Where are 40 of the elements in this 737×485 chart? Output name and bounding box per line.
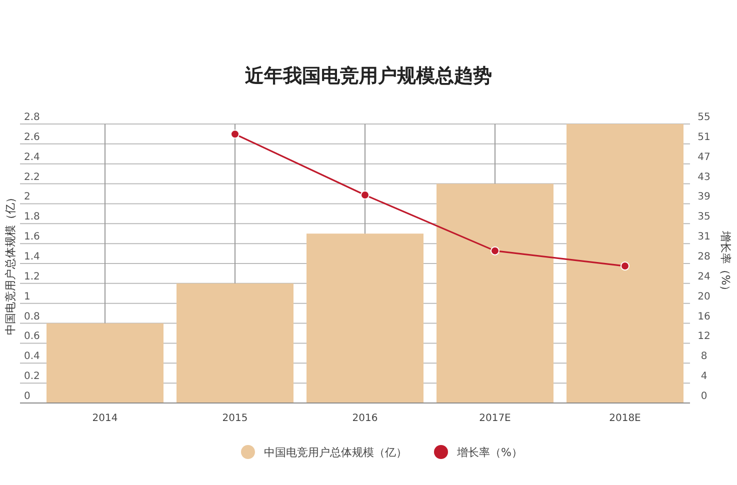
chart-title: 近年我国电竞用户规模总趋势 bbox=[244, 65, 492, 87]
y2-tick-label: 8 bbox=[700, 351, 708, 362]
y2-tick-label: 16 bbox=[698, 311, 710, 322]
y2-tick-label: 12 bbox=[698, 331, 710, 342]
y-tick-label: 2.8 bbox=[24, 112, 40, 123]
x-tick-label: 2016 bbox=[352, 413, 378, 424]
y-tick-label: 1.6 bbox=[24, 232, 40, 243]
x-tick-label: 2017E bbox=[479, 413, 511, 424]
y2-axis-title: 增长率（%） bbox=[719, 230, 732, 296]
y2-tick-label: 31 bbox=[698, 232, 710, 243]
y-tick-label: 0.6 bbox=[24, 331, 40, 342]
y-tick-label: 0.8 bbox=[24, 311, 40, 322]
y2-tick-label: 47 bbox=[698, 152, 710, 163]
y-tick-label: 2 bbox=[24, 192, 30, 203]
y2-tick-label: 20 bbox=[698, 291, 710, 302]
legend-label: 增长率（%） bbox=[456, 446, 522, 459]
y-tick-label: 1.2 bbox=[24, 271, 40, 282]
y2-tick-label: 39 bbox=[698, 192, 710, 203]
y-tick-label: 0 bbox=[24, 391, 30, 402]
y-tick-label: 0.2 bbox=[24, 371, 40, 382]
y-tick-label: 1.8 bbox=[24, 212, 40, 223]
y2-tick-label: 28 bbox=[698, 252, 710, 262]
x-tick-label: 2015 bbox=[222, 413, 248, 424]
x-tick-label: 2014 bbox=[92, 413, 118, 424]
y-tick-label: 2.2 bbox=[24, 172, 40, 183]
y2-tick-label: 35 bbox=[698, 212, 710, 223]
y-tick-label: 1 bbox=[24, 291, 30, 302]
y2-tick-label: 43 bbox=[698, 172, 710, 183]
x-tick-label: 2018E bbox=[609, 413, 641, 424]
y2-tick-label: 24 bbox=[698, 271, 710, 282]
y2-tick-label: 51 bbox=[698, 132, 710, 143]
y-tick-label: 0.4 bbox=[24, 351, 40, 362]
y-tick-label: 2.6 bbox=[24, 132, 40, 143]
y-tick-label: 1.4 bbox=[24, 252, 40, 262]
legend-label: 中国电竞用户总体规模（亿） bbox=[264, 446, 407, 459]
y-tick-label: 2.4 bbox=[24, 152, 40, 163]
y2-tick-label: 0 bbox=[700, 391, 708, 402]
y-axis-title: 中国电竞用户总体规模（亿） bbox=[4, 192, 17, 335]
y2-tick-label: 4 bbox=[700, 371, 708, 382]
y2-tick-label: 55 bbox=[698, 112, 710, 123]
